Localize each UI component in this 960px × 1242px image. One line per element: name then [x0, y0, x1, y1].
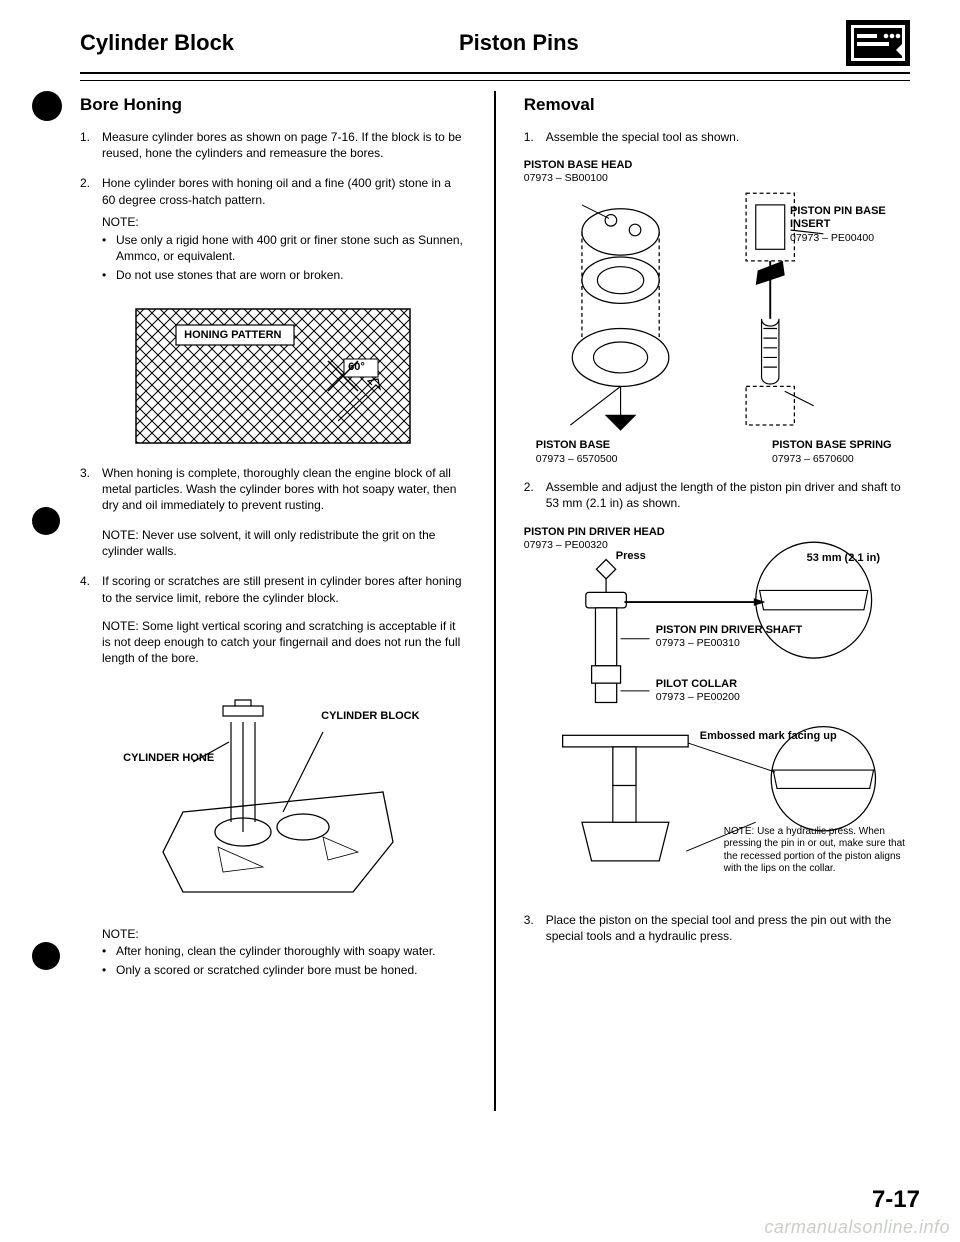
step-2: 2. Hone cylinder bores with honing oil a…: [80, 175, 466, 286]
manual-icon: [846, 20, 910, 66]
press-label: Press: [616, 550, 646, 563]
section-bullet-icon: [32, 91, 62, 121]
page-number: 7-17: [872, 1186, 920, 1214]
diagram-note: NOTE: Use a hydraulic press. When pressi…: [724, 826, 914, 876]
bottom-note-label: NOTE:: [102, 926, 466, 942]
honing-pattern-diagram: HONING PATTERN 60°: [80, 301, 466, 451]
piston-base-spring-label: PISTON BASE SPRING: [772, 439, 910, 452]
step-3-note: NOTE: Never use solvent, it will only re…: [102, 527, 466, 559]
left-column: Bore Honing 1. Measure cylinder bores as…: [80, 91, 466, 1111]
side-bullet-icon: [32, 942, 60, 970]
cylinder-block-label: CYLINDER BLOCK: [321, 710, 419, 723]
honing-pattern-label: HONING PATTERN: [184, 329, 281, 342]
driver-shaft-pn: 07973 – PE00310: [656, 637, 802, 650]
piston-pin-base-insert-pn: 07973 – PE00400: [790, 232, 910, 245]
pilot-collar-pn: 07973 – PE00200: [656, 691, 740, 704]
page-header: Cylinder Block Piston Pins: [80, 20, 910, 74]
piston-base-spring-pn: 07973 – 6570600: [772, 453, 910, 466]
piston-base-pn: 07973 – 6570500: [536, 453, 618, 466]
left-section-title: Bore Honing: [80, 95, 466, 115]
header-right-title: Piston Pins: [459, 30, 838, 56]
right-section-title: Removal: [524, 95, 910, 115]
dimension-label: 53 mm (2.1 in): [807, 552, 880, 565]
step-3: 3. When honing is complete, thoroughly c…: [80, 465, 466, 514]
driver-shaft-label: PISTON PIN DRIVER SHAFT: [656, 624, 802, 637]
piston-base-label: PISTON BASE: [536, 439, 618, 452]
cylinder-block-diagram: CYLINDER HONE CYLINDER BLOCK: [80, 692, 466, 912]
header-left-title: Cylinder Block: [80, 30, 459, 56]
piston-base-head-label: PISTON BASE HEAD: [524, 159, 633, 172]
step-4: 4. If scoring or scratches are still pre…: [80, 573, 466, 678]
piston-base-head-pn: 07973 – SB00100: [524, 172, 633, 185]
step-4-note: NOTE: Some light vertical scoring and sc…: [102, 618, 466, 667]
right-step-1: 1. Assemble the special tool as shown.: [524, 129, 910, 145]
driver-head-label: PISTON PIN DRIVER HEAD: [524, 526, 665, 539]
pilot-collar-label: PILOT COLLAR: [656, 678, 740, 691]
angle-label: 60°: [348, 361, 365, 373]
piston-pin-base-insert-label: PISTON PIN BASE INSERT: [790, 205, 910, 231]
right-column: Removal 1. Assemble the special tool as …: [524, 91, 910, 1111]
watermark: carmanualsonline.info: [764, 1217, 950, 1238]
cylinder-hone-label: CYLINDER HONE: [123, 752, 214, 765]
piston-base-diagram: PISTON BASE HEAD 07973 – SB00100 PISTON …: [524, 159, 910, 469]
embossed-label: Embossed mark facing up: [700, 730, 837, 743]
side-bullet-icon: [32, 507, 60, 535]
right-step-2: 2. Assemble and adjust the length of the…: [524, 479, 910, 511]
piston-driver-diagram: PISTON PIN DRIVER HEAD 07973 – PE00320 P…: [524, 526, 910, 906]
step-1: 1. Measure cylinder bores as shown on pa…: [80, 129, 466, 161]
right-step-3: 3. Place the piston on the special tool …: [524, 912, 910, 944]
